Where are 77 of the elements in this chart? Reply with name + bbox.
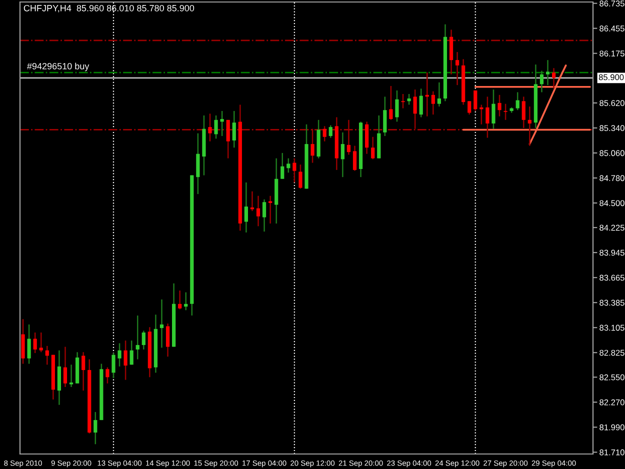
candlestick [371,136,375,160]
candlestick [112,352,116,379]
candlestick [468,100,472,116]
candlestick [474,90,478,112]
y-tick-label: 82.270 [600,399,624,406]
y-tick-label: 81.990 [600,424,624,430]
candlestick [184,292,188,311]
candlestick [130,340,134,366]
candlestick [437,82,442,108]
y-tick-label: 82.825 [600,350,624,356]
y-tick-label: 86.455 [600,26,624,32]
y-tick-label: 84.225 [600,224,624,231]
candlestick [280,152,284,180]
candlestick [214,114,218,140]
candlestick [63,346,68,388]
candlestick [244,182,248,234]
chart-title: CHFJPY,H4 85.960 86.010 85.780 85.900 [24,4,194,12]
candlestick [142,330,146,350]
candlestick [522,96,526,129]
y-tick-label: 83.945 [600,250,624,256]
candlestick [516,92,520,111]
candlestick [220,110,224,137]
y-tick-label: 86.735 [600,0,624,6]
candlestick [118,342,122,368]
candlestick [298,164,302,190]
y-tick-label: 83.385 [600,300,624,306]
candlestick [407,93,411,106]
y-tick-label: 83.665 [600,274,624,281]
ref-line-label: 85.900 [598,74,624,80]
candlestick [401,93,405,109]
candlestick [486,96,490,138]
candlestick [504,103,508,121]
candlestick [268,195,272,224]
candlestick [124,340,128,380]
y-tick-label: 85.060 [600,150,624,156]
y-tick-label: 83.105 [600,324,624,331]
candlestick [419,88,423,118]
candlestick [528,106,532,146]
candlestick [106,366,110,384]
candlestick [136,314,140,360]
candlestick [552,67,556,90]
candlestick [546,59,550,86]
candlestick [492,88,496,130]
ref-line-label: #94296510 buy [26,62,90,72]
candlestick [33,332,37,354]
candlestick [383,96,387,137]
candlestick [232,110,236,148]
candlestick [540,70,544,93]
y-tick-label: 84.500 [600,200,624,206]
candlestick [431,90,435,116]
y-tick-label: 85.620 [600,100,624,106]
candlestick [455,51,460,86]
candlestick [94,411,98,445]
candlestick [160,298,164,348]
y-tick-label: 85.340 [600,125,624,132]
candlestick [196,132,200,195]
candlestick [27,324,31,364]
y-tick-label: 82.550 [600,374,624,380]
y-tick-label: 84.780 [600,175,624,182]
y-tick-label: 81.710 [600,449,624,456]
candlestick [340,132,344,178]
candlestick [166,322,170,358]
y-tick-label: 86.175 [600,50,624,56]
candlestick [389,85,393,121]
candlestick [286,158,290,174]
candlestick [69,364,74,388]
candlestick [39,332,43,353]
candlestick [262,198,266,232]
candlestick [256,195,260,227]
candlestick [45,345,49,366]
candlestick [82,352,86,392]
candlestick [395,90,399,122]
candlestick [292,158,296,184]
candlestick [328,124,332,138]
candlestick [498,94,502,117]
candlestick [352,145,357,172]
candlestick [178,290,182,310]
